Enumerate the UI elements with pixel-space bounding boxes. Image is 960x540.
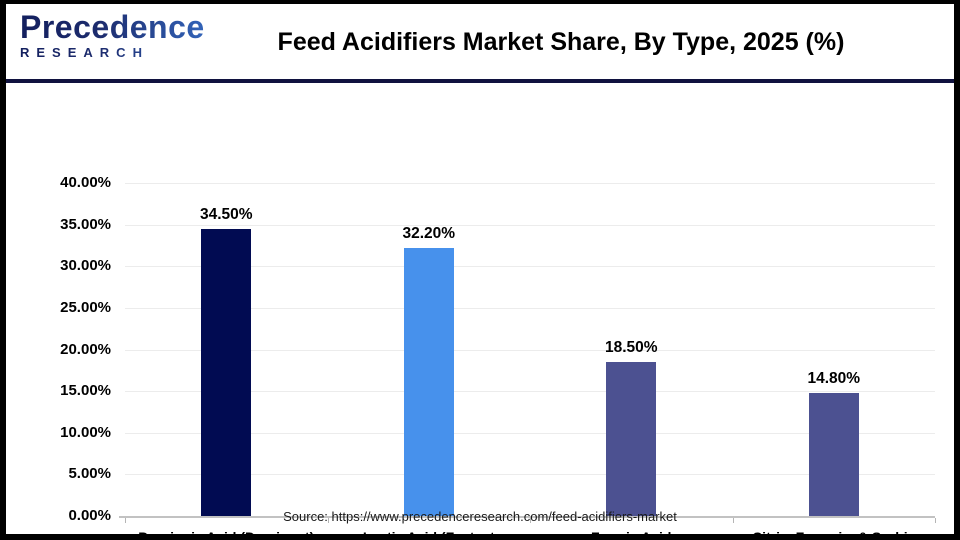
y-axis-tick-label: 10.00% xyxy=(60,423,111,441)
bar-value-label: 32.20% xyxy=(402,224,456,242)
y-axis-tick-label: 0.00% xyxy=(68,507,111,524)
x-axis-category-label: Formic Acid xyxy=(591,529,672,540)
bar xyxy=(201,228,252,516)
y-axis-tick-label: 25.00% xyxy=(60,298,111,316)
y-axis-tick-label: 40.00% xyxy=(60,174,111,191)
x-axis-line xyxy=(119,516,935,518)
y-axis-tick-label: 5.00% xyxy=(68,465,111,483)
header: Precedence RESEARCH Feed Acidifiers Mark… xyxy=(6,4,954,79)
gridline xyxy=(125,349,935,351)
x-axis-tick xyxy=(530,518,531,523)
y-axis-tick-label: 15.00% xyxy=(60,382,111,400)
logo-wordmark: Precedence xyxy=(20,10,250,44)
y-axis-tick-label: 20.00% xyxy=(60,340,111,358)
precedence-research-logo: Precedence RESEARCH xyxy=(20,10,250,60)
x-axis-tick xyxy=(935,518,936,523)
x-axis-tick xyxy=(327,518,329,523)
source-citation: Source: https://www.precedenceresearch.c… xyxy=(283,509,677,524)
bar-value-label: 18.50% xyxy=(604,338,658,356)
bar xyxy=(808,392,859,516)
x-axis-tick xyxy=(732,518,734,523)
bar-value-label: 14.80% xyxy=(807,369,861,387)
x-axis-category-label: Propionic Acid (Dominant) xyxy=(138,529,315,540)
header-divider xyxy=(6,79,954,83)
x-axis-category-label: Citric, Fumaric, & Sorbic Acids xyxy=(752,529,916,540)
chart-title: Feed Acidifiers Market Share, By Type, 2… xyxy=(277,28,845,56)
gridline xyxy=(125,474,935,476)
gridline xyxy=(125,307,935,309)
x-axis-category-label: Lactic Acid (Fastest Growing) xyxy=(362,529,495,540)
x-axis-tick xyxy=(125,518,126,523)
gridline xyxy=(125,432,935,434)
y-axis-tick-label: 30.00% xyxy=(60,257,111,275)
logo-subtitle: RESEARCH xyxy=(20,45,250,60)
y-axis-tick-label: 35.00% xyxy=(60,215,111,233)
plot-area: 40.00% 35.00% 30.00% 25.00% 20.00% 15.00% 10.0… xyxy=(6,83,954,534)
gridline xyxy=(125,266,935,268)
bar xyxy=(403,247,454,516)
gridline xyxy=(125,183,935,184)
bar-value-label: 34.50% xyxy=(199,205,253,223)
gridline xyxy=(125,391,935,393)
bar xyxy=(606,361,657,516)
gridline xyxy=(125,224,935,226)
